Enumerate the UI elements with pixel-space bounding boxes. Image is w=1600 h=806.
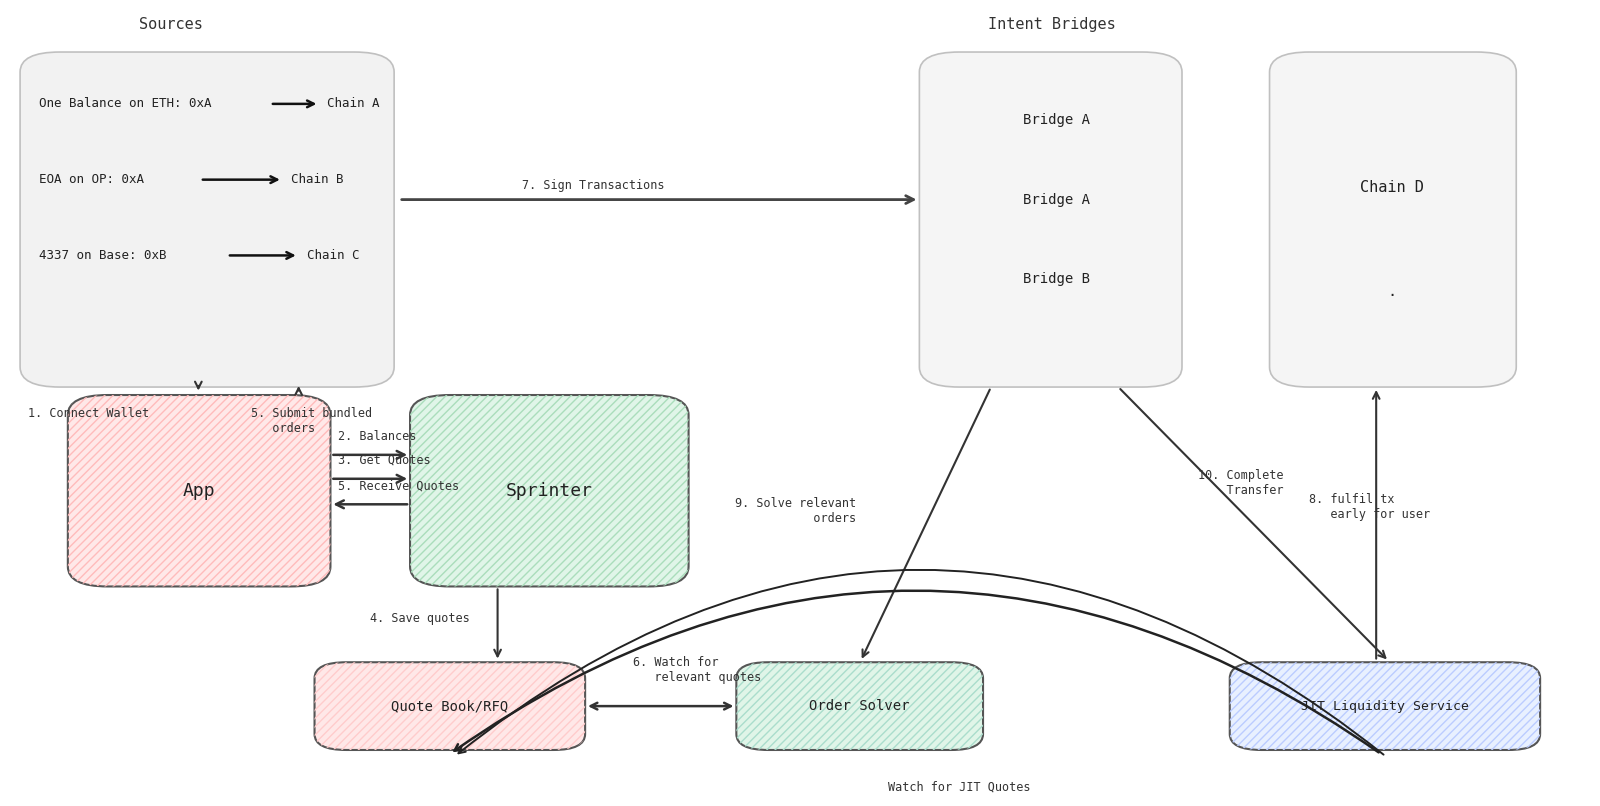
Text: Intent Bridges: Intent Bridges	[987, 17, 1115, 32]
Text: Bridge A: Bridge A	[1022, 113, 1090, 127]
Text: 6. Watch for
   relevant quotes: 6. Watch for relevant quotes	[634, 656, 762, 683]
Text: 10. Complete
    Transfer: 10. Complete Transfer	[1198, 469, 1283, 496]
Text: Chain C: Chain C	[307, 249, 358, 262]
Text: Order Solver: Order Solver	[810, 699, 910, 713]
Text: 1. Connect Wallet: 1. Connect Wallet	[29, 407, 149, 420]
Text: Bridge B: Bridge B	[1022, 272, 1090, 286]
Text: 2. Balances: 2. Balances	[339, 430, 416, 442]
Text: JIT Liquidity Service: JIT Liquidity Service	[1301, 700, 1469, 713]
Text: Watch for JIT Quotes: Watch for JIT Quotes	[888, 781, 1030, 794]
FancyBboxPatch shape	[21, 52, 394, 387]
Text: Sprinter: Sprinter	[506, 482, 594, 500]
FancyBboxPatch shape	[1269, 52, 1517, 387]
Text: EOA on OP: 0xA: EOA on OP: 0xA	[38, 173, 144, 186]
FancyBboxPatch shape	[410, 395, 688, 587]
Text: 3. Get Quotes: 3. Get Quotes	[339, 454, 430, 467]
Text: Sources: Sources	[139, 17, 203, 32]
Text: Quote Book/RFQ: Quote Book/RFQ	[392, 699, 509, 713]
Text: Chain A: Chain A	[328, 98, 379, 110]
Text: 8. fulfil tx
   early for user: 8. fulfil tx early for user	[1309, 492, 1430, 521]
Text: Bridge A: Bridge A	[1022, 193, 1090, 206]
Text: Chain B: Chain B	[291, 173, 342, 186]
Text: .: .	[1387, 284, 1397, 299]
Text: 4337 on Base: 0xB: 4337 on Base: 0xB	[38, 249, 166, 262]
FancyBboxPatch shape	[736, 663, 982, 750]
FancyBboxPatch shape	[920, 52, 1182, 387]
FancyBboxPatch shape	[1230, 663, 1541, 750]
Text: 9. Solve relevant
   orders: 9. Solve relevant orders	[734, 496, 856, 525]
Text: One Balance on ETH: 0xA: One Balance on ETH: 0xA	[38, 98, 211, 110]
Text: Chain D: Chain D	[1360, 180, 1424, 195]
Text: App: App	[182, 482, 216, 500]
FancyBboxPatch shape	[315, 663, 586, 750]
Text: 7. Sign Transactions: 7. Sign Transactions	[522, 179, 664, 192]
FancyBboxPatch shape	[67, 395, 331, 587]
Text: 5. Submit bundled
   orders: 5. Submit bundled orders	[251, 407, 371, 435]
Text: 5. Receive Quotes: 5. Receive Quotes	[339, 480, 459, 492]
Text: 4. Save quotes: 4. Save quotes	[370, 612, 470, 625]
